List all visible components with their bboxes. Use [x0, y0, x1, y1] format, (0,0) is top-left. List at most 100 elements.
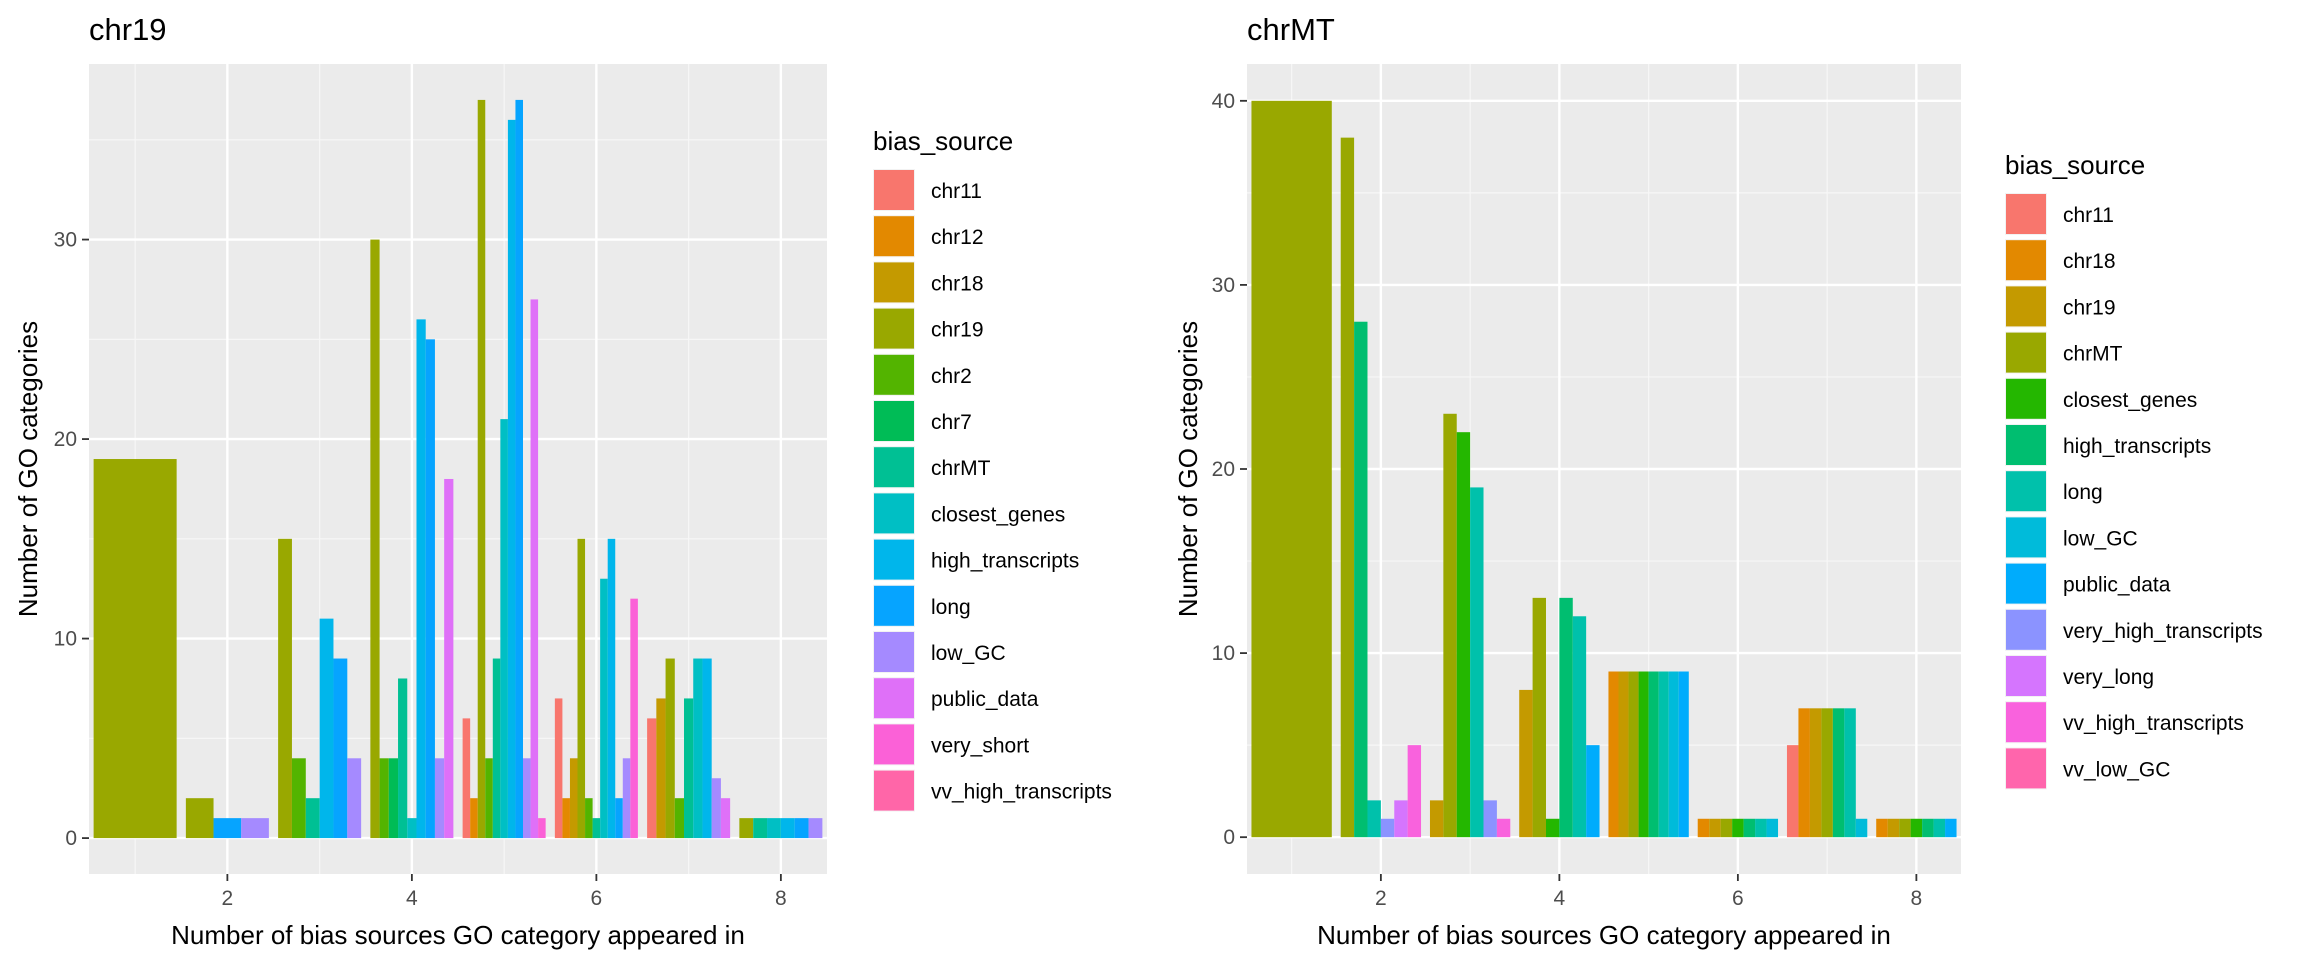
x-tick-label: 8	[775, 887, 787, 910]
bar-high_transcripts-x8	[780, 818, 795, 839]
bar-closest_genes-x5	[1638, 671, 1649, 838]
legend-label-chr11: chr11	[931, 180, 982, 203]
bar-chr19-x6	[577, 538, 586, 839]
bar-chr2-x6	[585, 798, 593, 839]
bar-high_transcripts-x5	[1648, 671, 1659, 838]
chart-chr19: 2 4 6 8 0 10 20 30 chr19 Number of bias sources G…	[13, 12, 1112, 950]
legend-key-chr2	[874, 354, 914, 395]
bar-long-x4	[425, 339, 435, 839]
bar-high_transcripts-x8	[1922, 818, 1934, 838]
legend-key-chrMT	[2006, 332, 2046, 373]
y-tick-label: 10	[54, 628, 77, 651]
bar-chr19-x5	[477, 99, 486, 839]
bar-low_GC-x6	[1766, 818, 1779, 838]
bar-high_transcripts-x7	[1832, 708, 1845, 838]
bar-chrMT-x8	[753, 818, 768, 839]
chart-title: chrMT	[1247, 12, 1335, 47]
bar-chrMT-x3	[305, 798, 320, 839]
bar-high_transcripts-x6	[607, 538, 616, 839]
legend-key-chrMT	[874, 447, 914, 488]
bar-chr18-x6	[569, 758, 578, 839]
legend-key-chr12	[874, 216, 914, 257]
legend-key-chr18	[2006, 240, 2046, 281]
bar-chr19-x2	[185, 798, 214, 839]
bar-public_data-x5	[530, 299, 539, 839]
legend-key-chr11	[874, 170, 914, 210]
bar-chr19-x7	[1809, 708, 1822, 838]
bar-long-x3	[1470, 487, 1484, 838]
legend-title: bias_source	[873, 126, 1013, 156]
legend-label-vv_high_transcripts: vv_high_transcripts	[931, 781, 1112, 804]
bar-chrMT-x3	[1443, 413, 1457, 838]
bar-chrMT-x5	[1628, 671, 1639, 838]
legend-key-chr11	[2006, 194, 2046, 234]
bar-long-x8	[1933, 818, 1946, 838]
bar-closest_genes-x3	[1456, 432, 1471, 838]
bar-public_data-x7	[720, 798, 731, 839]
bar-chr19-x8	[739, 818, 754, 839]
legend-key-high_transcripts	[2006, 425, 2046, 465]
plot-panel	[89, 64, 827, 874]
legend-label-low_GC: low_GC	[2063, 527, 2138, 550]
chart-chrMT: 2 4 6 8 0 10 20 30 40 chrMT Number of bias sources…	[1173, 12, 2263, 950]
bar-chr2-x3	[291, 758, 306, 839]
bar-chrMT-x6	[1720, 818, 1733, 838]
legend-label-closest_genes: closest_genes	[2063, 389, 2197, 412]
y-tick-label: 10	[1212, 642, 1235, 665]
legend-key-long	[2006, 471, 2046, 512]
bar-closest_genes-x4	[1545, 818, 1560, 838]
bar-long-x6	[1755, 818, 1767, 838]
y-axis-title: Number of GO categories	[13, 321, 43, 617]
x-tick-label: 8	[1911, 887, 1923, 910]
bar-chr19-x7	[665, 658, 675, 839]
bar-low_GC-x8	[808, 818, 823, 839]
legend-key-low_GC	[2006, 517, 2046, 558]
bar-chrMT-x7	[684, 698, 694, 839]
x-tick-label: 6	[1732, 887, 1744, 910]
legend-label-chr19: chr19	[931, 319, 984, 342]
bar-chrMT-x2	[1340, 137, 1355, 838]
bar-low_GC-x3	[347, 758, 362, 839]
legend-label-chr7: chr7	[931, 411, 972, 434]
bar-low_GC-x2	[241, 818, 269, 839]
bar-very_high_transcripts-x3	[1483, 800, 1497, 838]
y-tick-label: 40	[1212, 90, 1235, 113]
y-axis-title: Number of GO categories	[1173, 321, 1203, 617]
legend-key-public_data	[2006, 563, 2046, 604]
bar-long-x8	[794, 818, 809, 839]
bar-closest_genes-x7	[693, 658, 703, 839]
bar-closest_genes-x4	[407, 818, 417, 839]
y-tick-label: 20	[54, 428, 77, 451]
legend-key-public_data	[874, 678, 914, 719]
legend-label-long: long	[2063, 481, 2103, 504]
bar-chr18-x7	[656, 698, 666, 839]
x-axis-title: Number of bias sources GO category appea…	[1317, 920, 1891, 950]
legend-key-low_GC	[874, 632, 914, 672]
bar-chrMT-x1	[1251, 100, 1332, 838]
legend-label-low_GC: low_GC	[931, 642, 1006, 665]
legend-label-long: long	[931, 596, 971, 619]
bar-public_data-x4	[1586, 745, 1600, 838]
bar-low_GC-x7	[711, 778, 721, 839]
legend-label-high_transcripts: high_transcripts	[2063, 435, 2211, 458]
legend-key-very_high_transcripts	[2006, 609, 2046, 650]
legend-key-chr19	[874, 308, 914, 349]
bar-chr2-x4	[379, 758, 389, 839]
legend-label-chrMT: chrMT	[931, 457, 991, 480]
bar-chr2-x7	[674, 798, 685, 839]
bar-low_GC-x7	[1855, 818, 1868, 838]
bar-long-x2	[1367, 800, 1381, 838]
bar-chr11-x7	[647, 718, 657, 839]
bar-high_transcripts-x4	[416, 319, 426, 839]
legend-key-vv_high_transcripts	[2006, 702, 2046, 743]
bar-low_GC-x5	[1668, 671, 1679, 838]
bar-closest_genes-x8	[767, 818, 781, 839]
bar-chr18-x8	[1876, 818, 1888, 838]
bar-chr18-x7	[1798, 708, 1810, 838]
legend-label-chr2: chr2	[931, 365, 972, 388]
bar-chr19-x8	[1887, 818, 1900, 838]
x-tick-label: 4	[406, 887, 418, 910]
bar-chrMT-x6	[592, 818, 601, 839]
bar-very_short-x6	[630, 598, 638, 839]
legend-label-public_data: public_data	[2063, 574, 2171, 597]
